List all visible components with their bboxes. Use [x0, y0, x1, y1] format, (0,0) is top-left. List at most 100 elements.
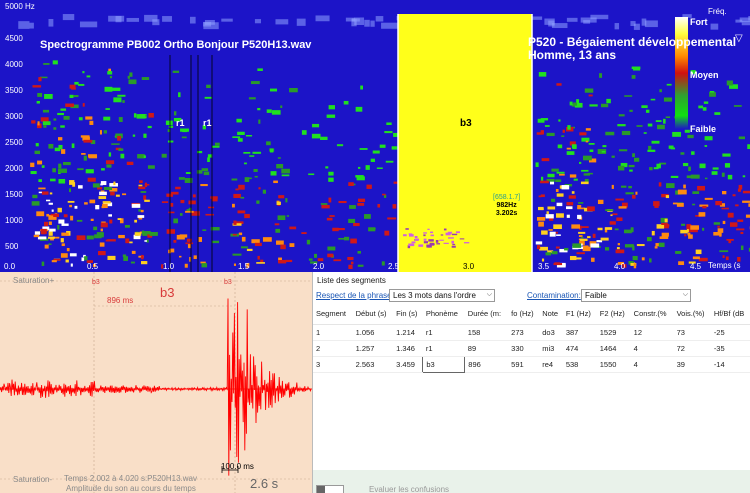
table-cell[interactable]: 387 [562, 324, 597, 341]
table-row[interactable]: 1 1.056 1.214 r1 158 273 do3 387 1529 12… [313, 324, 750, 341]
segment-duration: 896 ms [107, 296, 134, 305]
contamination-select[interactable]: Faible ⌵ [581, 289, 691, 302]
y-tick: 4500 [5, 34, 23, 43]
saturation-bottom-label: Saturation- [13, 475, 53, 484]
table-cell[interactable]: 591 [508, 356, 540, 373]
table-cell[interactable]: 12 [630, 324, 674, 341]
intensity-legend-bar [675, 17, 688, 129]
toggle-switch[interactable] [316, 485, 344, 493]
table-row[interactable]: 3 2.563 3.459 b3 896 591 re4 538 1550 4 … [313, 356, 750, 373]
table-cell[interactable]: 4 [630, 356, 674, 373]
column-header[interactable]: Constr.(% [630, 307, 674, 325]
table-cell[interactable]: 73 [673, 324, 711, 341]
table-cell[interactable]: 158 [464, 324, 509, 341]
table-cell[interactable]: mi3 [539, 340, 563, 357]
table-cell[interactable]: 1.056 [352, 324, 394, 341]
toggle-knob [317, 486, 325, 493]
spectrogram-canvas[interactable] [0, 0, 750, 272]
time-range-label: Temps 2.002 à 4.020 s:P520H13.wav [64, 474, 197, 483]
selected-segment-region[interactable] [398, 14, 532, 272]
table-cell[interactable]: -35 [710, 340, 750, 357]
table-cell[interactable]: 89 [464, 340, 509, 357]
table-cell[interactable]: r1 [422, 324, 465, 341]
chevron-down-icon: ⌵ [486, 291, 492, 298]
table-cell[interactable]: 538 [562, 356, 597, 373]
phoneme-edit-cell[interactable]: b3 [422, 356, 466, 373]
freq-axis-label: Fréq. [708, 7, 727, 16]
x-tick: 0.5 [87, 262, 99, 271]
cursor-readout: [658.1.7] 982Hz 3.202s [493, 194, 520, 218]
time-value: 2.6 s [250, 476, 279, 491]
saturation-top-label: Saturation+ [13, 276, 55, 285]
table-cell[interactable]: 2.563 [352, 356, 394, 373]
table-cell[interactable]: 3.459 [393, 356, 423, 373]
marker-left-label: b3 [92, 279, 100, 286]
table-cell[interactable]: 474 [562, 340, 597, 357]
chevron-down-icon[interactable]: ▽ [735, 33, 743, 44]
table-cell[interactable]: 1 [313, 324, 353, 341]
y-tick: 4000 [5, 60, 23, 69]
y-tick: 500 [5, 242, 19, 251]
x-tick: 1.0 [163, 262, 175, 271]
table-cell[interactable]: 1550 [596, 356, 631, 373]
x-tick: 0.0 [4, 262, 16, 271]
segment-label-r1[interactable]: r1 [203, 118, 212, 128]
table-cell[interactable]: 1.214 [393, 324, 423, 341]
y-tick: 1500 [5, 190, 23, 199]
table-cell[interactable]: re4 [539, 356, 563, 373]
x-tick: 2.0 [313, 262, 325, 271]
column-header[interactable]: Hf/Bf (dB [710, 307, 750, 325]
y-tick: 2000 [5, 164, 23, 173]
column-header[interactable]: Note [539, 307, 563, 325]
table-header-row: Segment Début (s) Fin (s) Phonème Durée … [313, 307, 750, 325]
table-cell[interactable]: do3 [539, 324, 563, 341]
column-header[interactable]: F1 (Hz) [562, 307, 597, 325]
legend-high-label: Fort [690, 17, 708, 27]
table-cell[interactable]: 4 [630, 340, 674, 357]
segment-label-b3[interactable]: b3 [460, 118, 472, 129]
y-tick: 2500 [5, 138, 23, 147]
column-header[interactable]: Début (s) [352, 307, 394, 325]
table-row[interactable]: 2 1.257 1.346 r1 89 330 mi3 474 1464 4 7… [313, 340, 750, 357]
column-header[interactable]: Segment [313, 307, 353, 325]
column-header[interactable]: F2 (Hz) [596, 307, 631, 325]
table-cell[interactable]: -14 [710, 356, 750, 373]
freq-top-label: 5000 Hz [5, 2, 35, 11]
column-header[interactable]: fo (Hz) [508, 307, 540, 325]
x-tick: 3.0 [463, 262, 475, 271]
patient-info-line2: Homme, 13 ans [528, 48, 617, 62]
segment-label-r1[interactable]: r1 [176, 118, 185, 128]
table-cell[interactable]: 1.346 [393, 340, 423, 357]
evaluate-confusions-button[interactable]: Evaluer les confusions [369, 485, 450, 493]
legend-low-label: Faible [690, 124, 717, 134]
table-cell[interactable]: -25 [710, 324, 750, 341]
x-tick: 4.5 [690, 262, 702, 271]
y-tick: 1000 [5, 216, 23, 225]
table-cell[interactable]: 1529 [596, 324, 631, 341]
table-cell[interactable]: 273 [508, 324, 540, 341]
column-header[interactable]: Vois.(%) [673, 307, 711, 325]
table-cell[interactable]: r1 [422, 340, 465, 357]
waveform-canvas[interactable] [0, 272, 312, 493]
x-tick: 1.5 [238, 262, 250, 271]
table-cell[interactable]: 1.257 [352, 340, 394, 357]
table-cell[interactable]: 39 [673, 356, 711, 373]
segment-label: b3 [160, 285, 175, 300]
table-cell[interactable]: 3 [313, 356, 353, 373]
column-header[interactable]: Fin (s) [393, 307, 423, 325]
respect-select[interactable]: Les 3 mots dans l'ordre ⌵ [389, 289, 495, 302]
table-cell[interactable]: 2 [313, 340, 353, 357]
table-cell[interactable]: 330 [508, 340, 540, 357]
table-cell[interactable]: 896 [464, 356, 509, 373]
spectrogram-view[interactable]: 5000 Hz 4500 4000 3500 3000 2500 2000 15… [0, 0, 750, 272]
column-header[interactable]: Durée (m: [464, 307, 509, 325]
marker-right-label: b3 [224, 279, 232, 286]
table-cell[interactable]: 1464 [596, 340, 631, 357]
table-cell[interactable]: 72 [673, 340, 711, 357]
column-header[interactable]: Phonème [422, 307, 465, 325]
waveform-view[interactable]: Saturation+ b3 b3 b3 896 ms Saturation- … [0, 272, 312, 493]
respect-link[interactable]: Respect de la phrase: [316, 291, 394, 300]
contamination-link[interactable]: Contamination: [527, 291, 581, 300]
x-tick: 2.5 [388, 262, 400, 271]
respect-select-value: Les 3 mots dans l'ordre [393, 291, 476, 300]
